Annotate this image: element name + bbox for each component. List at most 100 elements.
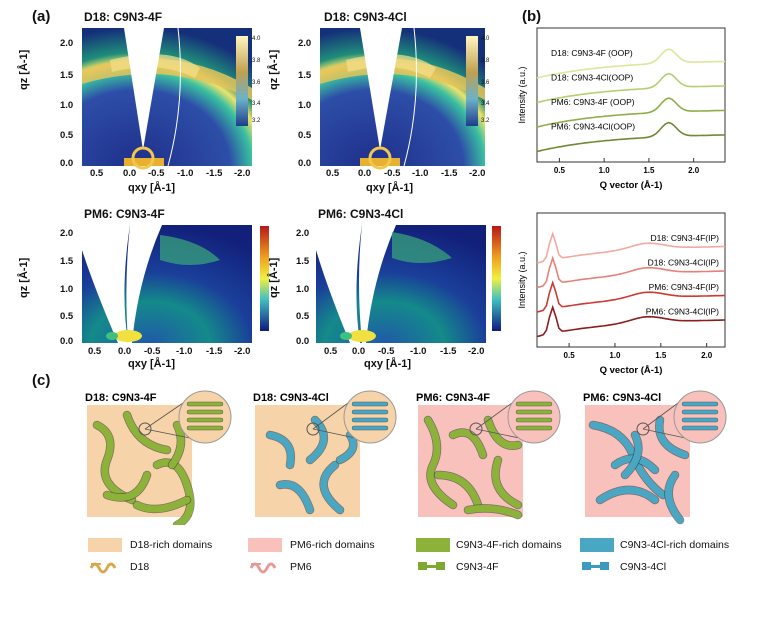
giwaxs-map-pm6-4f [82,225,269,343]
tick-label: 3.2 [481,118,490,124]
c4f-molecule-icon [418,562,445,570]
qxy-axis-label: qxy [Å-1] [364,358,412,370]
tick-label: 0.0 [118,346,132,357]
molecule-stack [186,409,224,415]
tick-label: 3.2 [252,118,261,124]
fiber [153,459,194,525]
tick-label: 0.0 [123,168,137,179]
tick-label: -1.5 [440,346,457,357]
panel-label-c: (c) [32,372,51,389]
key-label: PM6 [290,561,312,573]
legend-entry: PM6: C9N3-4Cl(OOP) [551,122,635,132]
fiber [168,421,185,469]
qxy-axis-label: qxy [Å-1] [128,358,176,370]
qz-axis-label: qz [Å-1] [18,257,30,298]
legend-entry: PM6: C9N3-4F (OOP) [551,97,635,107]
fiber [103,471,151,501]
tick-label: 1.0 [60,100,74,111]
fiber [492,456,522,509]
molecule-stack [515,401,553,407]
key-label: PM6-rich domains [290,539,375,551]
qz-axis-label: qz [Å-1] [268,257,280,298]
fiber [424,416,457,509]
tick-label: 3.6 [481,80,490,86]
morphology-schematics: D18: C9N3-4F D18: C9N3-4Cl PM6: C9N3-4F PM6… [85,390,727,525]
plot-frame [536,212,726,348]
schematic-title: PM6: C9N3-4F [416,392,490,404]
fiber [434,471,482,509]
legend-entry: PM6: C9N3-4F(IP) [649,282,720,292]
pm6-domain-swatch [248,538,282,552]
tick-label: 0.5 [90,168,104,179]
x-tick-label: 1.5 [655,351,667,360]
legend-entry: PM6: C9N3-4Cl(IP) [646,307,719,317]
tick-label: -1.0 [176,346,193,357]
series-line [536,48,726,79]
key-label: C9N3-4F-rich domains [456,539,562,551]
tick-label: 2.0 [60,228,74,239]
tick-label: 0.5 [88,346,102,357]
molecule-stack [681,417,719,423]
tick-label: 1.5 [298,70,312,81]
x-tick-label: 1.0 [609,351,621,360]
tick-label: 0.0 [352,346,366,357]
legend-entry: D18: C9N3-4Cl(OOP) [551,73,633,83]
fiber [133,496,191,513]
molecule-stack [515,425,553,431]
molecule-stack [186,425,224,431]
zoom-line [312,402,349,430]
zoom-spot [469,422,483,436]
series-line [536,121,726,153]
series-line [536,255,726,289]
tick-label: -0.5 [378,346,395,357]
tick-label: 0.5 [60,311,74,322]
fiber [320,461,344,514]
tick-label: 0.5 [324,346,338,357]
x-tick-label: 1.5 [643,166,655,175]
tick-label: 1.5 [296,256,310,267]
fiber [93,421,136,504]
fiber [306,416,328,464]
colorbar [492,226,501,331]
zoom-line [475,402,513,430]
zoom-line [144,428,196,440]
x-tick-label: 2.0 [701,351,713,360]
zoom-line [642,402,679,430]
zoom-line [642,428,691,440]
tick-label: 0.5 [298,130,312,141]
c4cl-domain-swatch [580,538,614,552]
tick-label: 3.8 [481,58,490,64]
legend-entry: D18: C9N3-4F(IP) [651,233,720,243]
series-line [536,304,726,338]
tick-label: -0.5 [384,168,401,179]
magnified-circle [178,390,232,444]
tick-label: 3.8 [252,58,261,64]
tick-label: -0.5 [148,168,165,179]
fiber [266,431,295,469]
molecule-stack [186,417,224,423]
key-label: D18-rich domains [130,539,213,551]
giwaxs-figure [82,27,501,343]
tick-label: 0.0 [60,336,74,347]
tick-label: 3.6 [252,80,261,86]
molecule-stack [351,409,389,415]
zoom-spot [636,422,650,436]
tick-label: 3.4 [252,101,261,107]
tick-label: 4.0 [252,36,261,42]
tick-label: 0.5 [60,130,74,141]
legend-entry: D18: C9N3-4F (OOP) [551,48,633,58]
colorbar [260,226,269,331]
tick-label: 0.5 [296,311,310,322]
tick-label: -2.0 [469,168,486,179]
tick-label: -1.0 [410,346,427,357]
x-axis-label: Q vector (Å-1) [600,180,663,191]
tick-label: 1.5 [60,256,74,267]
colorbar [236,36,248,126]
tick-label: -2.0 [234,346,251,357]
series-line [536,280,726,313]
qxy-axis-label: qxy [Å-1] [366,182,414,194]
key-label: D18 [130,561,150,573]
y-axis-label: Intensity (a.u.) [517,66,527,123]
tick-label: -1.0 [412,168,429,179]
key-label: C9N3-4Cl-rich domains [620,539,730,551]
